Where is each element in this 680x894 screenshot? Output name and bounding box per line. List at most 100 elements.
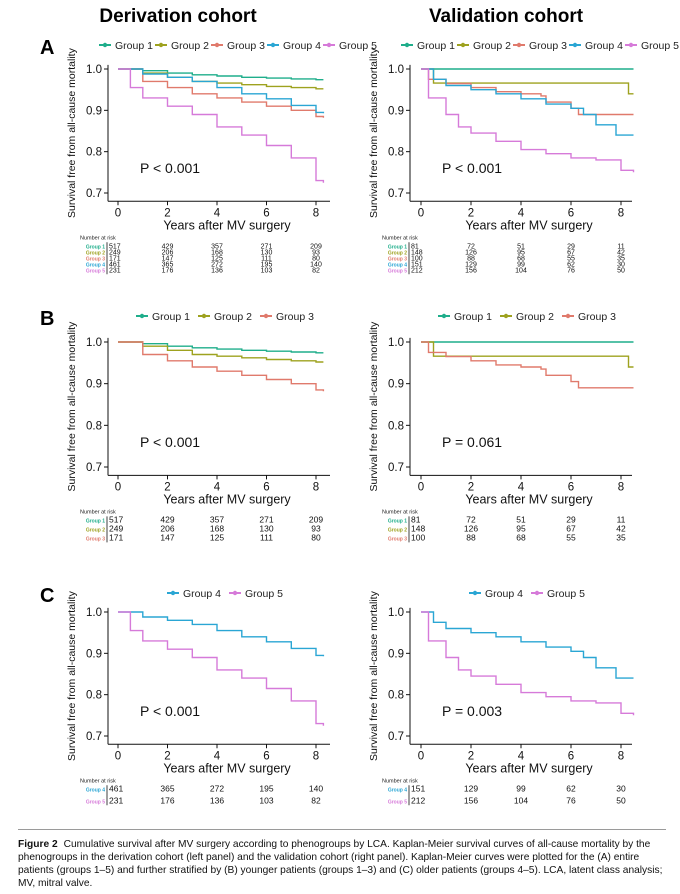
panel-3-risk-cell-group-2-4: 93 xyxy=(311,523,321,533)
panel-3-risk-cell-group-1-4: 209 xyxy=(309,514,323,524)
panel-2-risk-cell-group-1-3: 29 xyxy=(567,243,575,250)
panel-6-risk-cell-group-4-2: 99 xyxy=(516,783,526,793)
panel-3-risk-cell-group-2-2: 168 xyxy=(210,523,224,533)
panel-6-x-tick-label-1: 2 xyxy=(468,750,474,762)
panel-6-y-tick-label-1: 0.8 xyxy=(388,690,404,702)
panel-1-risk-cell-group-2-2: 168 xyxy=(211,249,223,256)
panel-1-risk-cell-group-4-2: 272 xyxy=(211,261,223,268)
panel-1-risk-cell-group-1-0: 517 xyxy=(109,243,121,250)
panel-1-legend-marker-group-1 xyxy=(102,42,108,48)
panel-4-risk-row-label-group-2: Group 2 xyxy=(388,527,407,533)
panel-5-risk-cell-group-4-3: 195 xyxy=(259,783,273,793)
panel-1-x-axis-label: Years after MV surgery xyxy=(163,218,291,232)
panel-1-y-tick-label-2: 0.9 xyxy=(86,105,102,117)
panel-4-risk-cell-group-2-4: 42 xyxy=(616,523,626,533)
panel-4-risk-row-label-group-3: Group 3 xyxy=(388,536,407,542)
column-title-validation-cohort: Validation cohort xyxy=(429,6,584,27)
panel-3-legend-marker-group-3 xyxy=(263,313,269,319)
panel-6-x-tick-label-4: 8 xyxy=(618,750,624,762)
panel-2-legend-marker-group-3 xyxy=(516,42,522,48)
panel-6-risk-cell-group-5-2: 104 xyxy=(514,795,528,805)
panel-4-legend-marker-group-1 xyxy=(441,313,447,319)
panel-3-series-line-group-3 xyxy=(118,341,325,392)
panel-1-risk-cell-group-3-4: 80 xyxy=(312,255,320,262)
panel-4-risk-cell-group-1-4: 11 xyxy=(617,514,626,524)
panel-1-risk-cell-group-1-2: 357 xyxy=(211,243,223,250)
panel-5-risk-cell-group-5-4: 82 xyxy=(311,795,321,805)
panel-5-y-tick-label-1: 0.8 xyxy=(86,690,102,702)
panel-4-risk-cell-group-2-2: 95 xyxy=(516,523,526,533)
panel-1-risk-cell-group-2-3: 130 xyxy=(261,249,273,256)
panel-1-risk-cell-group-1-4: 209 xyxy=(310,243,322,250)
panel-2-risk-cell-group-4-2: 99 xyxy=(517,261,525,268)
panel-1-p-value-annotation: P < 0.001 xyxy=(140,160,200,176)
panel-2-series-line-group-5 xyxy=(421,68,635,173)
panel-1-y-tick-label-3: 1.0 xyxy=(86,64,102,76)
panel-3-p-value-annotation: P < 0.001 xyxy=(140,434,200,450)
panel-3-risk-cell-group-3-3: 111 xyxy=(260,532,273,542)
panel-4-x-tick-label-4: 8 xyxy=(618,481,624,493)
panel-2-risk-cell-group-2-3: 67 xyxy=(567,249,575,256)
panel-1-risk-cell-group-3-2: 125 xyxy=(211,255,223,262)
panel-1-x-tick-label-4: 8 xyxy=(313,207,319,219)
panel-3-x-tick-label-0: 0 xyxy=(115,481,121,493)
panel-2-risk-cell-group-2-0: 148 xyxy=(411,249,423,256)
panel-2-risk-cell-group-3-2: 68 xyxy=(517,255,525,262)
panel-1-risk-cell-group-5-4: 82 xyxy=(312,267,320,274)
panel-5-risk-cell-group-5-1: 176 xyxy=(160,795,174,805)
panel-2-risk-row-label-group-1: Group 1 xyxy=(388,244,407,250)
panel-3-risk-cell-group-2-3: 130 xyxy=(259,523,273,533)
panel-3-risk-cell-group-3-0: 171 xyxy=(109,532,123,542)
panel-5-legend-marker-group-4 xyxy=(170,590,176,596)
panel-3-risk-table-title: Number at risk xyxy=(80,509,116,515)
panel-5-risk-cell-group-5-0: 231 xyxy=(109,795,123,805)
panel-3-x-axis-label: Years after MV surgery xyxy=(163,492,291,506)
panel-6-legend-label-group-4: Group 4 xyxy=(485,588,523,600)
panel-2-risk-cell-group-4-1: 129 xyxy=(465,261,477,268)
panel-6-p-value-annotation: P = 0.003 xyxy=(442,703,502,719)
panel-4-risk-cell-group-3-2: 68 xyxy=(516,532,526,542)
panel-1-legend-label-group-3: Group 3 xyxy=(227,40,265,52)
panel-4-x-tick-label-1: 2 xyxy=(468,481,474,493)
figure-caption: Figure 2 Cumulative survival after MV sur… xyxy=(18,838,666,890)
panel-1-risk-row-label-group-4: Group 4 xyxy=(86,262,105,268)
panel-4-risk-cell-group-3-1: 88 xyxy=(466,532,476,542)
panel-5-x-tick-label-3: 6 xyxy=(263,750,269,762)
panel-3-y-tick-label-3: 1.0 xyxy=(86,337,102,349)
panel-4-legend-label-group-2: Group 2 xyxy=(516,311,554,323)
panel-3-risk-cell-group-3-2: 125 xyxy=(210,532,224,542)
panel-6-y-tick-label-2: 0.9 xyxy=(388,648,404,660)
panel-3-risk-row-label-group-3: Group 3 xyxy=(86,536,105,542)
panel-2-risk-cell-group-1-4: 11 xyxy=(617,243,624,250)
panel-5-risk-row-label-group-5: Group 5 xyxy=(86,799,105,805)
panel-2-risk-row-label-group-2: Group 2 xyxy=(388,250,407,256)
panel-5-p-value-annotation: P < 0.001 xyxy=(140,703,200,719)
panel-1-risk-cell-group-4-4: 140 xyxy=(310,261,322,268)
panel-4-y-tick-label-0: 0.7 xyxy=(388,462,404,474)
panel-5-x-axis-label: Years after MV surgery xyxy=(163,761,291,775)
panel-6-risk-row-label-group-5: Group 5 xyxy=(388,799,407,805)
panel-1-legend-marker-group-5 xyxy=(326,42,332,48)
panel-3-risk-cell-group-2-0: 249 xyxy=(109,523,123,533)
panel-3-risk-cell-group-3-1: 147 xyxy=(160,532,174,542)
panel-3-risk-cell-group-1-1: 429 xyxy=(160,514,174,524)
panel-1-series-line-group-1 xyxy=(118,68,324,81)
panel-6-risk-cell-group-4-4: 30 xyxy=(616,783,626,793)
panel-6-legend-marker-group-4 xyxy=(472,590,478,596)
panel-1-risk-cell-group-3-3: 111 xyxy=(261,255,272,262)
panel-6-x-tick-label-3: 6 xyxy=(568,750,574,762)
panel-1-series-line-group-2 xyxy=(118,68,324,90)
panel-3-risk-cell-group-1-0: 517 xyxy=(109,514,123,524)
panel-4-x-axis-label: Years after MV surgery xyxy=(465,492,593,506)
panel-3-series-line-group-1 xyxy=(118,341,324,354)
panel-3-x-tick-label-3: 6 xyxy=(263,481,269,493)
panel-4-risk-row-label-group-1: Group 1 xyxy=(388,518,407,524)
panel-1-risk-cell-group-2-4: 93 xyxy=(312,249,320,256)
panel-4-series-line-group-3 xyxy=(421,341,634,389)
panel-2-risk-cell-group-1-1: 72 xyxy=(467,243,475,250)
panel-2-risk-cell-group-5-3: 76 xyxy=(567,267,575,274)
panel-3-legend-label-group-3: Group 3 xyxy=(276,311,314,323)
panel-2-x-tick-label-3: 6 xyxy=(568,207,574,219)
panel-2-x-axis-label: Years after MV surgery xyxy=(465,218,593,232)
panel-3-y-tick-label-0: 0.7 xyxy=(86,462,102,474)
